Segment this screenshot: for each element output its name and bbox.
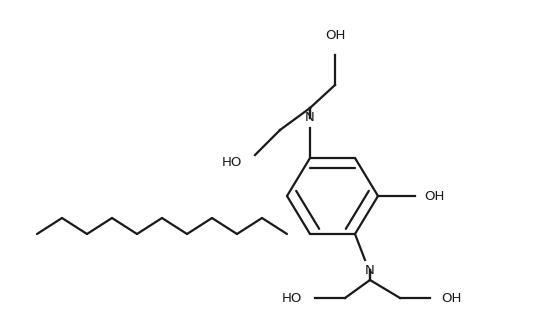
Text: HO: HO bbox=[282, 292, 302, 305]
Text: OH: OH bbox=[325, 29, 345, 42]
Text: HO: HO bbox=[222, 156, 242, 169]
Text: OH: OH bbox=[441, 292, 461, 305]
Text: N: N bbox=[365, 264, 375, 276]
Text: OH: OH bbox=[424, 190, 444, 203]
Text: N: N bbox=[305, 112, 315, 125]
